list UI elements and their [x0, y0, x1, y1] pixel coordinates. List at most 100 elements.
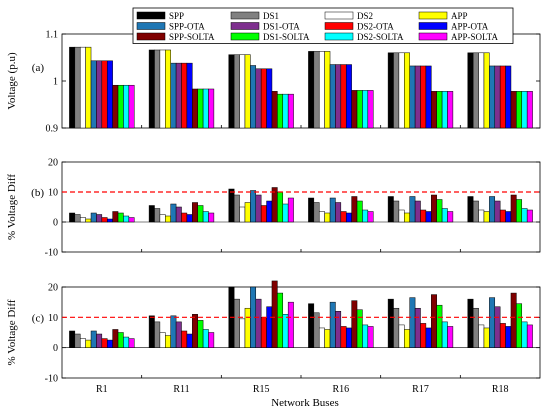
bar-ds1-solta-r11 — [197, 205, 204, 223]
bar-spp-solta-r16 — [351, 90, 358, 129]
bar-ds1-r11 — [154, 208, 161, 223]
legend-swatch — [324, 32, 354, 41]
bar-app-r11 — [165, 215, 171, 223]
bar-ds2-ota-r11 — [181, 62, 188, 129]
bar-spp-r15 — [228, 188, 235, 223]
bar-app-r18 — [483, 211, 490, 223]
bar-ds2-r1 — [79, 46, 86, 129]
bar-ds2-ota-r18 — [499, 323, 506, 348]
bar-ds2-r11 — [159, 214, 166, 223]
bar-ds2-solta-r16 — [362, 324, 369, 348]
bar-ds1-solta-r16 — [356, 90, 363, 129]
bar-ds1-solta-r1 — [117, 212, 124, 223]
bar-app-solta-r11 — [208, 332, 215, 348]
bar-ds2-solta-r11 — [202, 88, 209, 129]
bar-ds2-ota-r16 — [340, 211, 347, 223]
bar-app-ota-r1 — [106, 60, 113, 129]
bar-app-solta-r18 — [526, 209, 533, 223]
bar-ds2-ota-r18 — [499, 65, 506, 129]
bar-ds2-ota-r15 — [260, 205, 267, 223]
bar-ds2-ota-r1 — [101, 338, 108, 348]
bar-spp-r18 — [467, 196, 474, 223]
x-tick-label: R18 — [492, 384, 509, 395]
legend-entry: APP-SOLTA — [451, 32, 498, 42]
bar-ds2-r11 — [159, 332, 166, 348]
panel-a: 0.9 1 1.1 (a) Voltage (p.u) — [6, 30, 541, 135]
bar-app-r18 — [483, 52, 490, 129]
bar-spp-r1 — [69, 46, 76, 129]
bar-spp-solta-r18 — [510, 292, 517, 348]
bar-spp-solta-r15 — [271, 280, 278, 348]
legend-swatch — [136, 11, 166, 20]
bar-ds1-ota-r16 — [335, 202, 342, 223]
bar-ds1-solta-r17 — [436, 199, 443, 223]
bar-spp-solta-r1 — [112, 84, 119, 129]
legend-swatch — [418, 11, 448, 20]
y-tick-label: 10 — [48, 313, 58, 324]
bar-spp-ota-r15 — [250, 190, 257, 223]
bar-ds2-solta-r18 — [521, 91, 528, 129]
legend-entry: APP — [451, 11, 468, 21]
bar-spp-solta-r15 — [271, 187, 278, 223]
bar-ds1-solta-r11 — [197, 88, 204, 129]
bar-spp-r1 — [69, 212, 76, 223]
bar-ds2-r1 — [79, 217, 86, 223]
bar-spp-r16 — [308, 197, 315, 223]
bar-ds1-r1 — [74, 214, 81, 223]
legend-entry: DS1 — [263, 11, 279, 21]
bar-app-r16 — [324, 51, 331, 129]
bar-spp-solta-r1 — [112, 211, 119, 223]
bar-ds1-r18 — [472, 307, 479, 348]
bar-spp-r17 — [387, 196, 394, 223]
bar-ds2-r15 — [239, 206, 246, 223]
bar-spp-solta-r11 — [192, 314, 198, 348]
bar-ds1-ota-r1 — [96, 214, 103, 223]
bar-ds2-r16 — [318, 327, 325, 348]
bar-ds2-ota-r1 — [101, 217, 108, 223]
bar-spp-solta-r11 — [192, 202, 198, 223]
bar-ds1-ota-r18 — [494, 306, 501, 348]
bar-ds1-r1 — [74, 333, 81, 348]
bar-ds2-r15 — [239, 54, 246, 129]
bar-app-ota-r18 — [505, 211, 512, 223]
bar-ds1-r1 — [74, 46, 81, 129]
x-axis-title: Network Buses — [271, 397, 339, 409]
bar-ds1-ota-r15 — [255, 194, 262, 223]
bar-ds2-ota-r15 — [260, 68, 267, 129]
bar-app-solta-r18 — [526, 91, 533, 129]
bar-ds2-solta-r1 — [123, 84, 130, 129]
bar-spp-solta-r17 — [431, 91, 437, 129]
bar-ds2-r16 — [318, 51, 325, 129]
bar-ds2-solta-r17 — [441, 91, 448, 129]
legend-entry: DS2 — [357, 11, 373, 21]
bar-spp-solta-r18 — [510, 194, 517, 223]
bar-ds1-ota-r17 — [414, 307, 421, 348]
bar-spp-r11 — [148, 315, 155, 348]
bar-app-ota-r16 — [345, 327, 352, 348]
legend-entry: SPP-SOLTA — [169, 32, 215, 42]
bar-ds1-r16 — [313, 51, 320, 129]
panel-tag: (a) — [32, 62, 45, 74]
bar-app-r17 — [404, 212, 410, 223]
bar-app-ota-r17 — [425, 327, 432, 348]
bar-ds2-r17 — [398, 209, 405, 223]
bar-ds1-r17 — [393, 307, 400, 348]
legend-entry: SPP-OTA — [169, 22, 205, 32]
bar-ds1-ota-r11 — [175, 321, 182, 348]
bar-spp-ota-r15 — [250, 65, 257, 129]
bar-ds2-r18 — [478, 209, 485, 223]
bar-app-r1 — [85, 218, 92, 223]
bar-ds2-r16 — [318, 211, 325, 223]
bar-ds2-solta-r16 — [362, 209, 369, 223]
bar-ds2-solta-r1 — [123, 215, 130, 223]
bar-ds2-ota-r16 — [340, 326, 347, 348]
bar-app-solta-r1 — [128, 84, 135, 129]
bar-ds1-solta-r15 — [277, 93, 284, 129]
legend-entry: DS2-OTA — [357, 22, 394, 32]
bar-spp-solta-r11 — [192, 88, 198, 129]
bar-ds2-ota-r17 — [420, 209, 427, 223]
bar-ds2-r18 — [478, 324, 485, 348]
y-tick-label: 0.9 — [46, 124, 59, 135]
bar-ds2-ota-r11 — [181, 330, 188, 348]
bar-app-solta-r15 — [287, 301, 294, 348]
